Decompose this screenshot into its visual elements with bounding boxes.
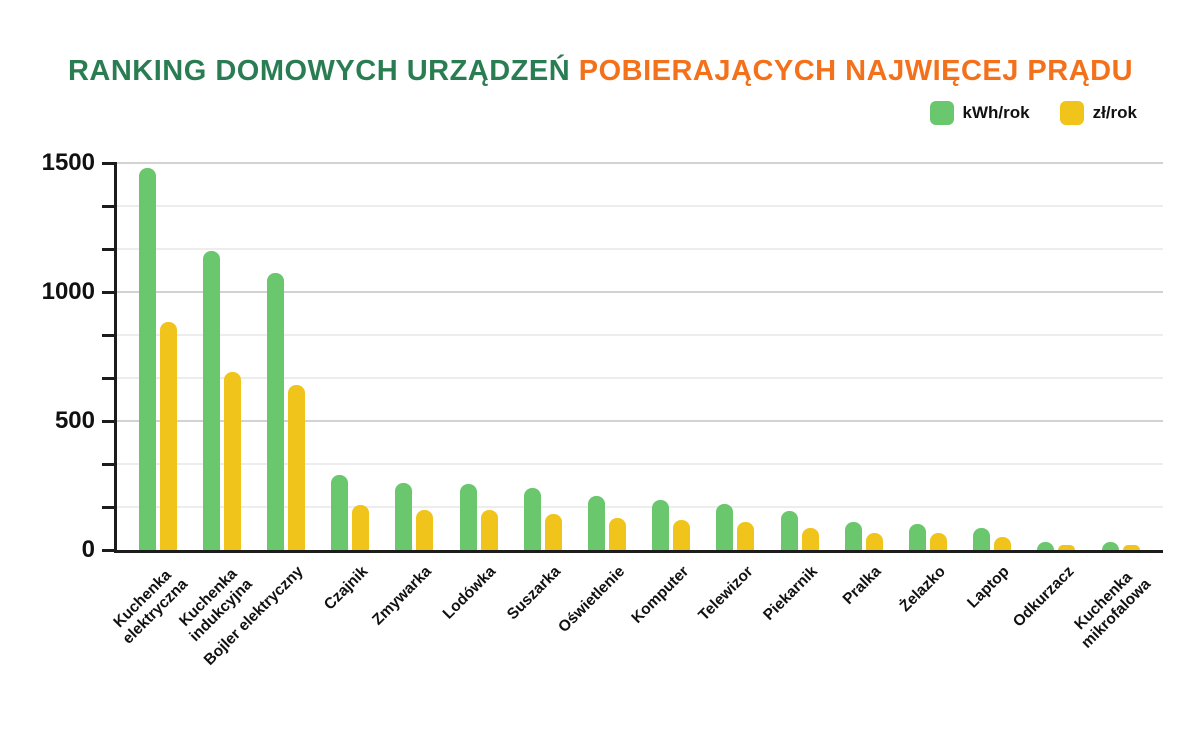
x-category-label: Suszarka: [503, 563, 564, 624]
x-category-label: Żelazko: [896, 563, 949, 616]
y-axis-tick: [102, 505, 117, 509]
minor-gridline: [115, 463, 1163, 465]
bar-kwh-5: [395, 482, 413, 550]
legend-label-zl: zł/rok: [1092, 103, 1137, 122]
bar-kwh-10: [716, 503, 734, 550]
x-category-label: Lodówka: [440, 563, 500, 623]
bar-kwh-4: [331, 475, 349, 550]
bar-zl-4: [352, 504, 370, 550]
x-category-label: Kuchenka elektryczna: [110, 566, 192, 648]
x-category-label: Czajnik: [320, 563, 372, 614]
x-category-label: Kuchenka mikrofalowa: [1071, 568, 1155, 652]
y-axis-tick: [102, 161, 117, 165]
minor-gridline: [115, 248, 1163, 250]
y-axis-tick: [102, 548, 117, 552]
bar-zl-3: [287, 384, 305, 550]
y-axis-tick: [102, 376, 117, 380]
bar-kwh-9: [652, 499, 670, 550]
bar-zl-13: [929, 533, 947, 550]
chart-title-orange-part: POBIERAJĄCYCH NAJWIĘCEJ PRĄDU: [578, 55, 1134, 88]
legend-swatch-yellow: [1059, 101, 1084, 125]
bar-zl-14: [994, 537, 1012, 550]
bar-kwh-3: [266, 272, 284, 550]
bar-zl-8: [608, 517, 626, 550]
y-tick-label: 500: [54, 407, 95, 434]
bar-kwh-14: [973, 528, 991, 550]
bar-zl-7: [544, 513, 562, 550]
bar-zl-9: [673, 520, 691, 550]
bar-kwh-8: [587, 495, 605, 550]
bar-kwh-6: [459, 484, 477, 550]
x-category-label: Oświetlenie: [554, 563, 628, 636]
chart-title-green-part: RANKING DOMOWYCH URZĄDZEŃ: [67, 55, 579, 88]
y-tick-label: 1000: [41, 278, 95, 305]
minor-gridline: [115, 506, 1163, 508]
x-category-label: Zmywarka: [369, 563, 436, 629]
bar-kwh-11: [780, 511, 798, 550]
y-axis-tick: [102, 462, 117, 466]
x-axis-line: [114, 550, 1163, 553]
bar-kwh-13: [908, 524, 926, 550]
y-axis-tick: [102, 333, 117, 337]
bar-zl-10: [737, 521, 755, 550]
bar-zl-2: [223, 371, 241, 550]
bar-zl-1: [159, 321, 177, 550]
minor-gridline: [115, 377, 1163, 379]
y-tick-label: 1500: [41, 149, 95, 176]
y-axis-line: [114, 163, 117, 552]
minor-gridline: [115, 205, 1163, 207]
legend-item-kwh: kWh/rok: [929, 101, 1030, 125]
y-axis-tick: [102, 290, 117, 294]
x-category-label: Laptop: [964, 563, 1014, 612]
x-category-label: Komputer: [628, 563, 693, 627]
bar-zl-6: [480, 510, 498, 550]
x-category-label: Piekarnik: [759, 563, 821, 624]
bar-kwh-16: [1101, 542, 1119, 550]
major-gridline: [115, 420, 1163, 422]
bar-kwh-2: [202, 250, 220, 550]
major-gridline: [115, 162, 1163, 164]
y-axis-tick: [102, 204, 117, 208]
bar-zl-11: [801, 528, 819, 550]
bar-kwh-15: [1037, 542, 1055, 550]
legend-swatch-green: [929, 101, 954, 125]
minor-gridline: [115, 334, 1163, 336]
major-gridline: [115, 291, 1163, 293]
bar-zl-16: [1122, 544, 1140, 550]
y-tick-label: 0: [81, 536, 95, 563]
y-axis-tick: [102, 247, 117, 251]
chart-title: RANKING DOMOWYCH URZĄDZEŃ POBIERAJĄCYCH …: [0, 55, 1201, 88]
legend-label-kwh: kWh/rok: [962, 103, 1030, 122]
x-category-label: Odkurzacz: [1009, 563, 1078, 631]
bar-zl-15: [1058, 544, 1076, 550]
bar-zl-5: [416, 510, 434, 550]
bar-kwh-7: [523, 488, 541, 550]
legend: kWh/rok zł/rok: [929, 101, 1137, 125]
legend-item-zl: zł/rok: [1059, 101, 1137, 125]
bar-kwh-12: [844, 521, 862, 550]
x-category-label: Pralka: [839, 563, 885, 608]
bar-zl-12: [865, 533, 883, 550]
x-category-label: Telewizor: [695, 563, 757, 625]
bar-kwh-1: [138, 168, 156, 550]
y-axis-tick: [102, 419, 117, 423]
